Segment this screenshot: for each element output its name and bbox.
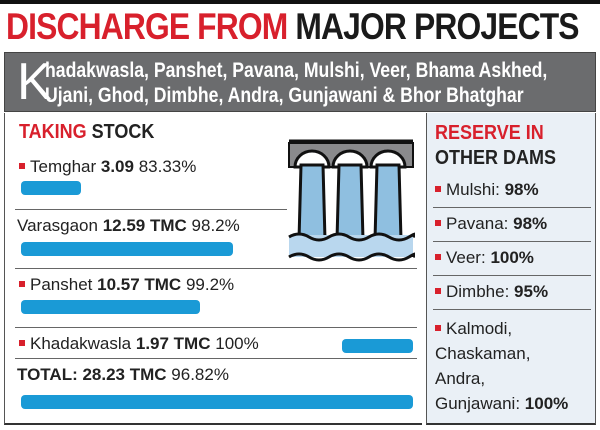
stock-row-khadakwasla: Khadakwasla 1.97 TMC 100% [19, 334, 259, 354]
reserve-others: Kalmodi, Chaskaman, Andra, Gunjawani: 100% [435, 319, 569, 413]
subtitle-line-1: hadakwasla, Panshet, Pavana, Mulshi, Vee… [45, 59, 548, 82]
divider [433, 207, 591, 208]
divider [433, 309, 591, 310]
reserve-mulshi: Mulshi: 98% [435, 180, 539, 200]
divider [15, 327, 417, 328]
page-title: DISCHARGE FROM MAJOR PROJECTS [6, 6, 579, 47]
top-rule [0, 0, 600, 4]
stock-row-temghar: Temghar 3.09 83.33% [19, 157, 196, 177]
stock-total: TOTAL: 28.23 TMC 96.82% [17, 365, 229, 384]
reserve-pavana: Pavana: 98% [435, 214, 547, 234]
divider [433, 275, 591, 276]
divider [15, 209, 287, 210]
stock-row-varasgaon: Varasgaon 12.59 TMC 98.2% [17, 216, 240, 235]
stock-bar-varasgaon [21, 242, 233, 256]
stock-bar-khadakwasla [342, 339, 413, 353]
taking-stock-heading: TAKING STOCK [19, 121, 155, 143]
divider [433, 241, 591, 242]
reserve-veer: Veer: 100% [435, 248, 534, 268]
drop-cap: K [17, 53, 52, 111]
reserve-heading: RESERVE IN OTHER DAMS [435, 122, 557, 169]
reserve-dimbhe: Dimbhe: 95% [435, 282, 548, 302]
subtitle-line-2: Ujani, Ghod, Dimbhe, Andra, Gunjawani & … [45, 84, 524, 107]
reserve-panel: RESERVE IN OTHER DAMS Mulshi: 98% Pavana:… [426, 113, 596, 425]
stock-bar-total [21, 395, 413, 409]
subtitle-box: K hadakwasla, Panshet, Pavana, Mulshi, V… [4, 52, 596, 112]
taking-stock-panel: TAKING STOCK Temghar 3.09 83.33% Varasga… [4, 113, 422, 425]
dam-icon [288, 139, 415, 262]
stock-bar-temghar [21, 181, 81, 195]
stock-row-panshet: Panshet 10.57 TMC 99.2% [19, 275, 234, 295]
stock-bar-panshet [21, 300, 200, 314]
divider [15, 358, 417, 359]
divider [15, 268, 417, 269]
